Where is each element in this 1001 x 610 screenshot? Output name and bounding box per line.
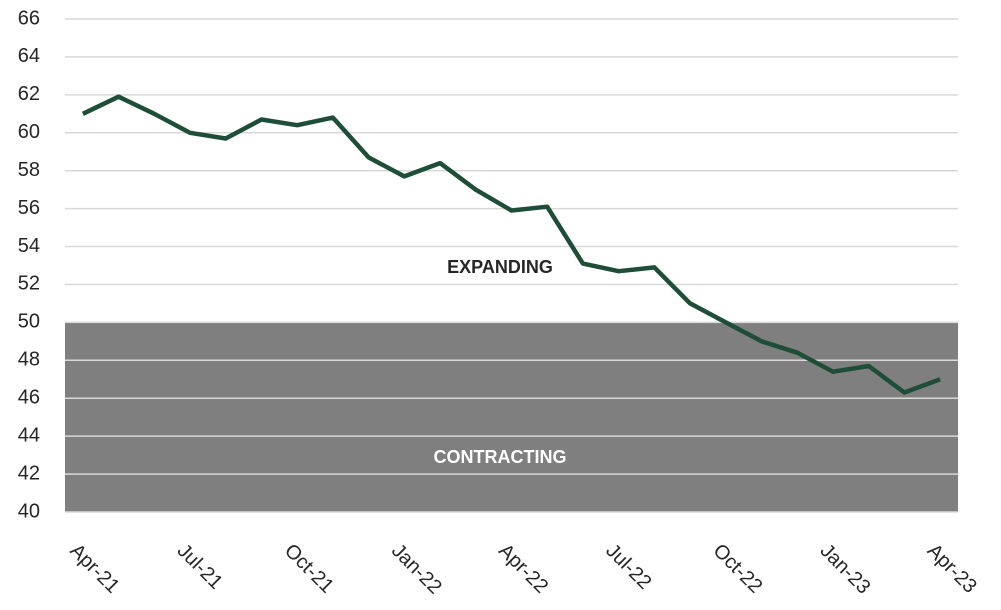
y-tick-label: 58 [18,159,40,181]
x-tick-label: Oct-21 [280,540,338,598]
x-tick-label: Jan-22 [387,540,446,599]
band-label: CONTRACTING [434,447,567,467]
y-tick-label: 56 [18,197,40,219]
x-tick-label: Apr-22 [494,540,552,598]
y-tick-label: 54 [18,235,40,257]
annotation: EXPANDING [447,257,553,277]
y-tick-label: 66 [18,7,40,29]
y-tick-label: 50 [18,311,40,333]
y-tick-label: 60 [18,121,40,143]
y-tick-label: 42 [18,462,40,484]
x-tick-label: Apr-21 [66,540,124,598]
x-tick-label: Jul-21 [173,540,227,594]
y-tick-label: 64 [18,45,40,67]
y-tick-label: 62 [18,83,40,105]
y-tick-label: 48 [18,349,40,371]
y-tick-label: 46 [18,387,40,409]
contracting-band [65,322,958,512]
y-tick-label: 52 [18,273,40,295]
y-tick-label: 40 [18,500,40,522]
x-tick-label: Apr-23 [923,540,981,598]
x-tick-label: Jan-23 [816,540,875,599]
x-tick-label: Jul-22 [601,540,655,594]
y-tick-label: 44 [18,424,40,446]
line [81,94,941,395]
x-tick-label: Oct-22 [709,540,767,598]
